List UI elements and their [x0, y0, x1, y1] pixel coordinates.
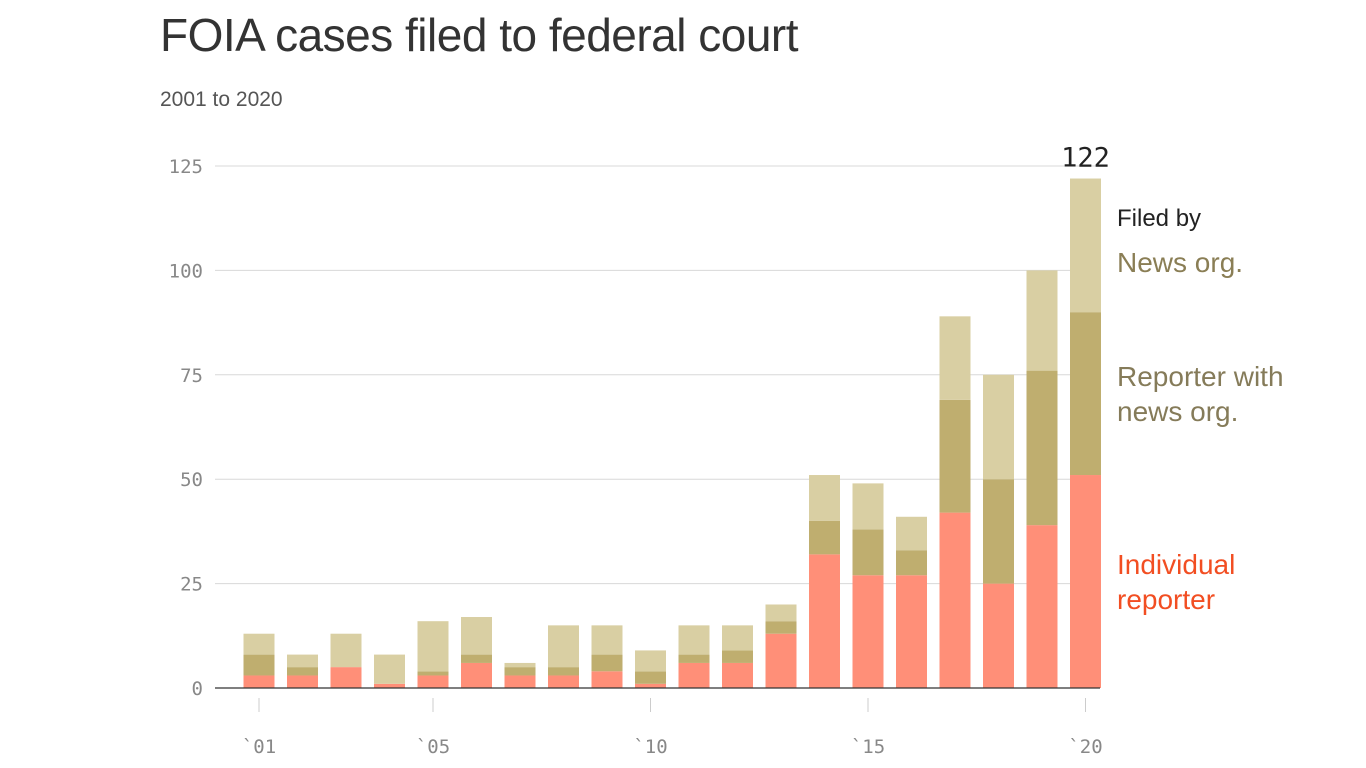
y-tick-label: 125 — [169, 156, 203, 178]
bar-segment — [591, 654, 623, 672]
bar-segment — [983, 374, 1014, 480]
bar-segment — [504, 667, 536, 676]
bar-segment — [417, 675, 449, 688]
bar-segment — [287, 654, 318, 668]
y-tick-label: 50 — [180, 469, 203, 491]
legend-title: Filed by — [1117, 205, 1202, 233]
bar-segment — [461, 617, 492, 655]
bar-segment — [809, 554, 840, 688]
legend-label: News org. — [1117, 247, 1244, 279]
x-tick-label: `05 — [416, 736, 450, 758]
bar-segment — [504, 662, 536, 668]
bar-segment — [939, 316, 971, 400]
bar-segment — [374, 683, 405, 688]
y-tick-label: 25 — [180, 574, 203, 596]
legend-label: Individual reporter — [1117, 548, 1236, 615]
bar-segment — [504, 675, 536, 688]
bar-segment — [678, 662, 710, 688]
bar-segment — [983, 583, 1014, 688]
bar-segment — [548, 625, 579, 668]
bar-segment — [852, 529, 884, 576]
bar-segment — [330, 667, 362, 688]
bar-segment — [287, 675, 318, 688]
bar-segment — [1070, 178, 1101, 313]
bar-segment — [243, 675, 275, 688]
bar-segment — [548, 667, 579, 676]
bar-segment — [635, 650, 666, 672]
bar-segment — [765, 633, 797, 688]
bar-segment — [417, 671, 449, 676]
y-tick-label: 75 — [180, 365, 203, 387]
bar-segment — [548, 675, 579, 688]
bar-segment — [374, 654, 405, 684]
bar-segment — [678, 625, 710, 655]
bar-segment — [461, 654, 492, 663]
bar-segment — [765, 621, 797, 634]
bar-segment — [809, 475, 840, 521]
bar-segment — [591, 625, 623, 655]
annotation: 122 — [1061, 143, 1110, 174]
y-tick-label: 100 — [169, 260, 203, 282]
bar-segment — [1026, 270, 1058, 371]
bar-segment — [1070, 312, 1101, 476]
bar-segment — [983, 479, 1014, 584]
bar-segment — [591, 671, 623, 688]
bar-segment — [852, 483, 884, 530]
y-tick-label: 0 — [192, 678, 203, 700]
bar-segment — [635, 671, 666, 684]
bar-segment — [852, 575, 884, 688]
bar-segment — [287, 667, 318, 676]
x-tick-label: `15 — [851, 736, 885, 758]
bar-segment — [330, 633, 362, 668]
bar-segment — [765, 604, 797, 622]
bar-segment — [722, 662, 753, 688]
bar-segment — [678, 654, 710, 663]
bar-segment — [461, 662, 492, 688]
bar-segment — [1026, 370, 1058, 526]
bar-segment — [722, 650, 753, 663]
legend-label: Reporter with news org. — [1117, 360, 1284, 427]
bar-segment — [939, 399, 971, 513]
x-tick-label: `01 — [242, 736, 276, 758]
bar-segment — [243, 654, 275, 676]
x-tick-label: `20 — [1068, 736, 1102, 758]
bar-segment — [635, 683, 666, 688]
bar-segment — [1070, 475, 1101, 688]
bar-segment — [243, 633, 275, 655]
bar-segment — [896, 575, 927, 688]
bar-segment — [939, 512, 971, 688]
bar-segment — [1026, 525, 1058, 688]
bar-segment — [809, 520, 840, 555]
chart-title: FOIA cases filed to federal court — [160, 9, 799, 61]
bar-segment — [896, 516, 927, 551]
chart-subtitle: 2001 to 2020 — [160, 88, 283, 111]
bar-segment — [722, 625, 753, 651]
x-tick-label: `10 — [633, 736, 667, 758]
bar-segment — [417, 621, 449, 672]
bar-segment — [896, 550, 927, 576]
